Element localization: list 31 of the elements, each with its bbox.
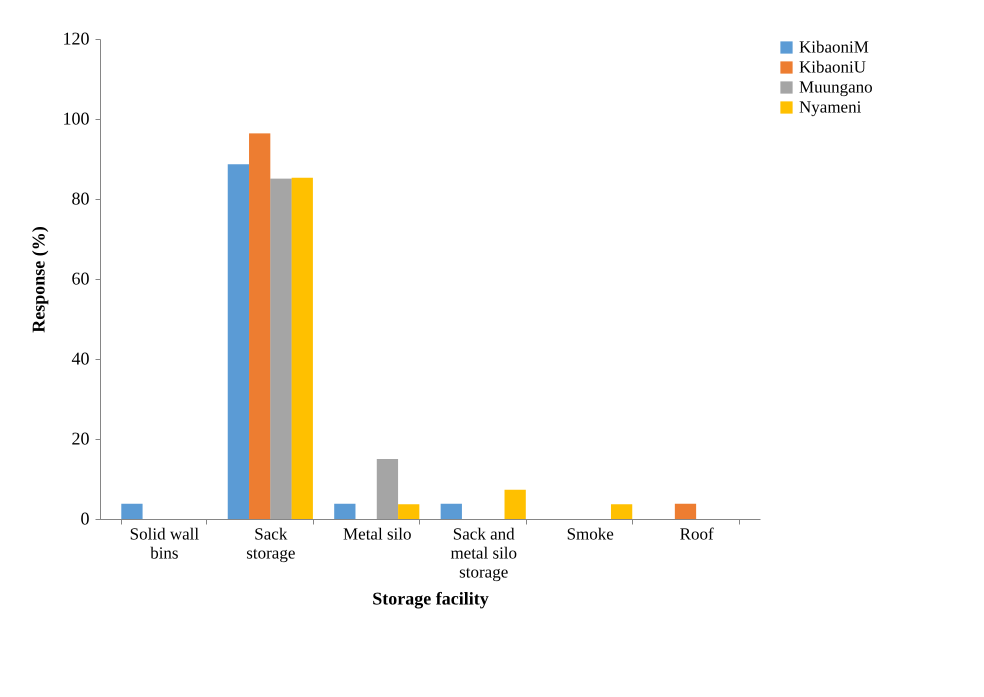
y-tick-label: 60	[72, 268, 90, 288]
y-tick-label: 40	[72, 348, 90, 368]
bar	[228, 164, 250, 519]
y-tick-label: 80	[72, 188, 90, 208]
y-tick-label: 100	[62, 108, 90, 128]
x-tick-label: Solid wall bins	[130, 524, 200, 562]
legend-label: KibaoniU	[799, 58, 866, 76]
bar	[334, 504, 356, 519]
y-axis-title: Response (%)	[28, 226, 48, 333]
legend-label: KibaoniM	[799, 38, 869, 56]
y-tick-label: 20	[72, 428, 90, 448]
y-tick-label: 0	[80, 508, 90, 528]
bar	[121, 504, 143, 519]
x-axis-title: Storage facility	[372, 588, 489, 608]
x-tick-label: Sack and metal silo storage	[450, 524, 518, 582]
legend-label: Nyameni	[799, 98, 862, 116]
x-tick-label: Roof	[680, 524, 714, 544]
x-tick-label: Smoke	[566, 524, 614, 544]
bar	[292, 178, 313, 519]
bar	[440, 504, 462, 519]
bar	[398, 504, 420, 519]
legend-label: Muungano	[799, 78, 873, 96]
bar	[376, 459, 398, 519]
y-tick-label: 120	[62, 28, 90, 48]
bar	[504, 490, 526, 519]
x-tick-label: Sack storage	[246, 524, 296, 562]
x-tick-label: Metal silo	[343, 524, 412, 544]
bar	[674, 504, 696, 519]
bar	[270, 178, 292, 519]
bar	[610, 504, 632, 519]
bar	[249, 133, 270, 519]
